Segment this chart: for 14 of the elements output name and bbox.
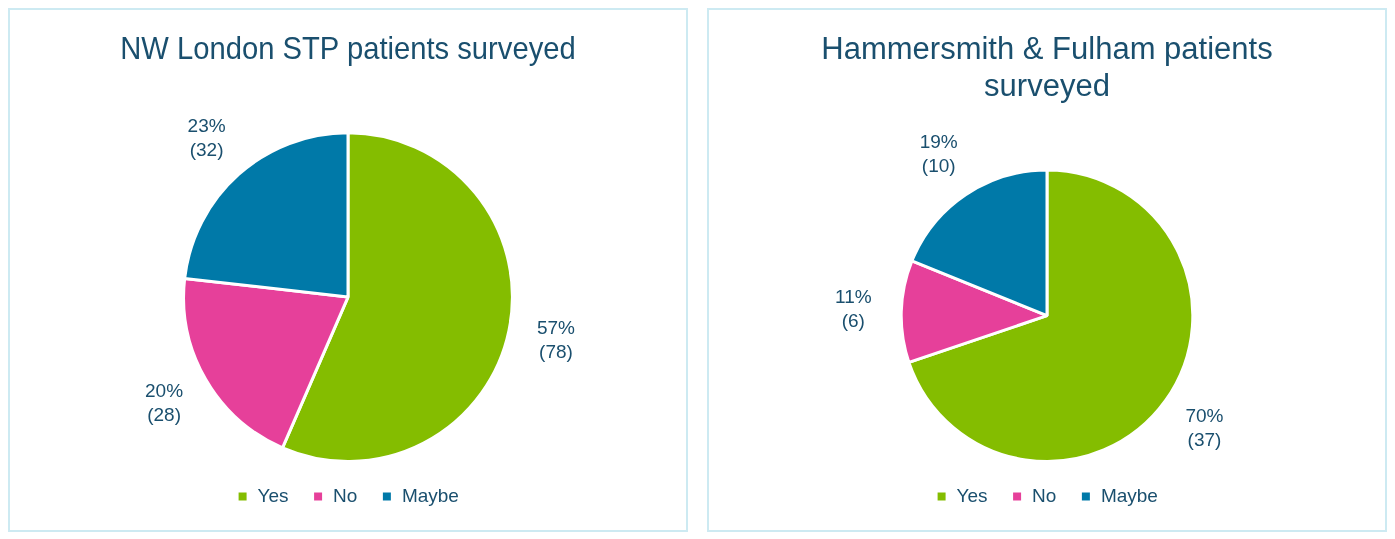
legend-label: No xyxy=(333,484,358,506)
legend-label: No xyxy=(1032,484,1057,506)
data-label: 70% (37) xyxy=(1185,404,1224,450)
data-label: 19% (10) xyxy=(919,131,958,177)
legend-label: Yes xyxy=(257,484,289,506)
chart-title: Hammersmith & Fulham patients surveyed xyxy=(821,31,1273,104)
legend-label: Yes xyxy=(956,484,988,506)
data-label: 23% (32) xyxy=(187,114,226,160)
data-label: 11% (6) xyxy=(834,286,872,332)
data-label: 20% (28) xyxy=(145,379,184,425)
data-label: 57% (78) xyxy=(536,316,576,362)
legend-label: Maybe xyxy=(1100,484,1158,506)
legend-label: Maybe xyxy=(401,484,459,506)
chart-title: NW London STP patients surveyed xyxy=(120,31,576,66)
